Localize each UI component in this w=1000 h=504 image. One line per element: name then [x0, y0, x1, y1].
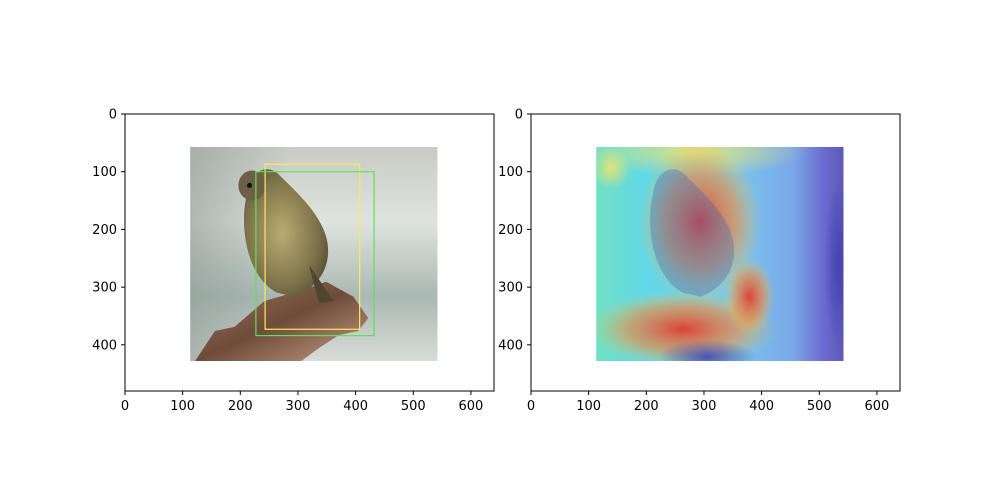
y-tick-label: 100 — [498, 165, 523, 180]
x-axis-ticks: 0 100 200 300 400 500 600 — [121, 391, 483, 414]
x-axis-ticks: 0 100 200 300 400 500 600 — [527, 391, 889, 414]
green-bounding-box — [255, 171, 375, 337]
bounding-boxes — [255, 163, 375, 337]
heatmap-image-panel: 0 100 200 300 400 500 600 0 100 200 300 400 — [498, 108, 901, 414]
x-tick-label: 100 — [170, 399, 195, 414]
y-tick-label: 300 — [92, 281, 117, 296]
y-axis-ticks: 0 100 200 300 400 — [498, 108, 531, 353]
y-tick-label: 100 — [92, 165, 117, 180]
heat-bottom-blue — [658, 339, 757, 361]
x-tick-label: 300 — [692, 399, 717, 414]
x-tick-label: 0 — [527, 399, 535, 414]
y-tick-label: 200 — [92, 223, 117, 238]
x-tick-label: 600 — [865, 399, 890, 414]
y-tick-label: 0 — [515, 108, 523, 123]
attention-heatmap — [596, 146, 844, 361]
x-tick-label: 200 — [634, 399, 659, 414]
x-tick-label: 500 — [807, 399, 832, 414]
original-image-panel: 0 100 200 300 400 500 600 0 100 200 300 400 — [92, 108, 495, 414]
axes-frame — [530, 113, 901, 392]
bird-silhouette-overlay — [650, 169, 735, 297]
heat-bird-red — [638, 146, 762, 304]
x-tick-label: 400 — [749, 399, 774, 414]
x-tick-label: 200 — [228, 399, 253, 414]
x-tick-label: 300 — [286, 399, 311, 414]
y-tick-label: 400 — [92, 338, 117, 353]
y-tick-label: 200 — [498, 223, 523, 238]
y-axis-ticks: 0 100 200 300 400 — [92, 108, 125, 353]
x-tick-label: 400 — [343, 399, 368, 414]
y-tick-label: 300 — [498, 281, 523, 296]
bird-photo — [190, 146, 438, 361]
heat-left-yellow — [596, 146, 631, 190]
x-tick-label: 600 — [459, 399, 484, 414]
axes-frame — [124, 113, 495, 392]
yellow-bounding-box — [264, 163, 361, 330]
heat-right-blue — [823, 179, 844, 351]
y-tick-label: 0 — [109, 108, 117, 123]
x-tick-label: 500 — [401, 399, 426, 414]
heat-right-edge-red — [724, 258, 775, 336]
y-tick-label: 400 — [498, 338, 523, 353]
x-tick-label: 0 — [121, 399, 129, 414]
bird-tail — [308, 264, 334, 304]
x-tick-label: 100 — [576, 399, 601, 414]
bird-eye — [247, 182, 253, 188]
